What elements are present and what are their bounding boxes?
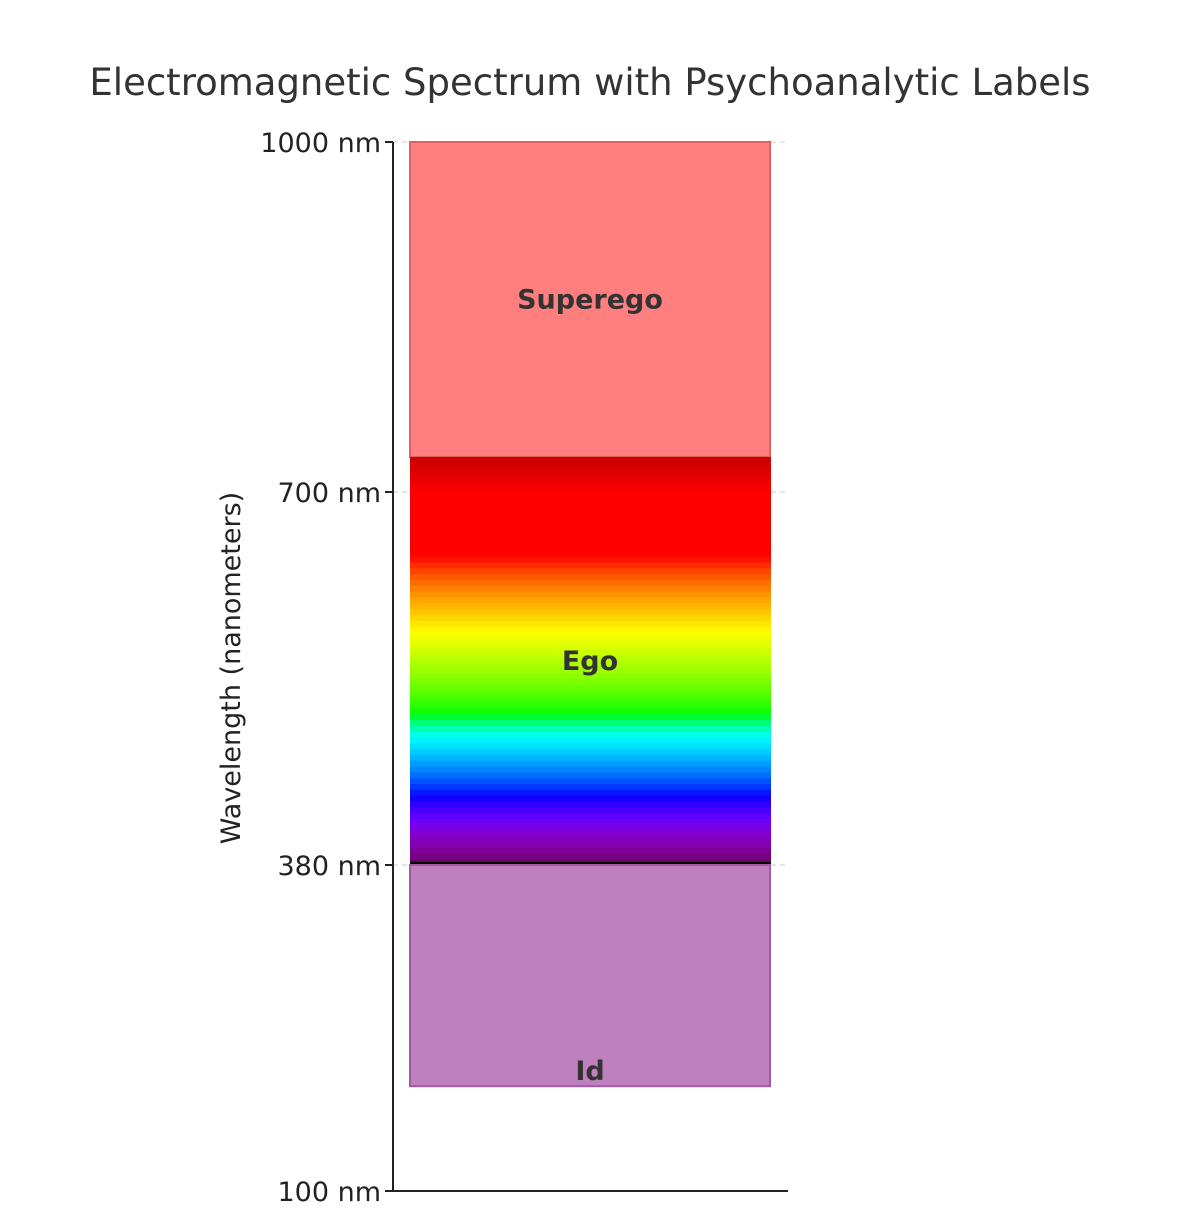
y-tick-label: 100 nm — [277, 1177, 381, 1208]
spectrum-stripe — [410, 806, 771, 814]
spectrum-stripe — [410, 830, 771, 837]
spectrum-stripe — [410, 544, 771, 551]
spectrum-stripe — [410, 538, 771, 546]
chart-title: Electromagnetic Spectrum with Psychoanal… — [89, 61, 1090, 104]
spectrum-stripe — [410, 701, 771, 709]
spectrum-stripe — [410, 707, 771, 715]
y-axis-label: Wavelength (nanometers) — [216, 492, 247, 844]
y-tick-label: 700 nm — [277, 478, 381, 509]
spectrum-stripe — [410, 777, 771, 784]
spectrum-stripe — [410, 602, 771, 610]
spectrum-stripe — [410, 730, 771, 738]
spectrum-stripe — [410, 480, 771, 487]
spectrum-stripe — [410, 835, 771, 843]
spectrum-stripe — [410, 503, 771, 511]
band-label: Id — [575, 1056, 604, 1087]
spectrum-stripe — [410, 754, 771, 761]
spectrum-stripe — [410, 474, 771, 481]
spectrum-stripe — [410, 841, 771, 849]
spectrum-stripe — [410, 532, 771, 540]
spectrum-stripe — [410, 655, 771, 662]
spectrum-stripe — [410, 719, 771, 726]
spectrum-stripe — [410, 853, 771, 860]
spectrum-stripe — [410, 684, 771, 691]
spectrum-stripe — [410, 468, 771, 476]
spectrum-stripe — [410, 678, 771, 685]
spectrum-stripe — [410, 812, 771, 819]
spectrum-stripe — [410, 486, 771, 493]
spectrum-stripe — [410, 556, 771, 563]
spectrum-stripe — [410, 515, 771, 522]
spectrum-stripe — [410, 509, 771, 516]
spectrum-stripe — [410, 497, 771, 505]
spectrum-stripe — [410, 457, 771, 464]
y-tick-label: 1000 nm — [260, 128, 381, 159]
spectrum-stripe — [410, 626, 771, 633]
spectrum-stripe — [410, 585, 771, 592]
spectrum-stripe — [410, 620, 771, 627]
spectrum-stripe — [410, 561, 771, 569]
spectrum-stripe — [410, 783, 771, 790]
spectrum-stripe — [410, 649, 771, 656]
band-label: Ego — [562, 646, 618, 677]
spectrum-stripe — [410, 666, 771, 674]
spectrum-stripe — [410, 818, 771, 825]
spectrum-stripe — [410, 795, 771, 802]
spectrum-stripe — [410, 713, 771, 720]
band-id: Id — [409, 864, 771, 1088]
spectrum-stripe — [410, 725, 771, 732]
band-superego: Superego — [409, 141, 771, 458]
band-rect — [409, 864, 771, 1088]
band-label: Superego — [517, 285, 663, 316]
spectrum-stripe — [410, 591, 771, 598]
spectrum-stripe — [410, 661, 771, 668]
axes — [392, 142, 788, 1192]
spectrum-stripe — [410, 672, 771, 680]
bands: Superego Ego Id — [409, 141, 771, 1088]
spectrum-stripe — [410, 608, 771, 615]
spectrum-stripe — [410, 643, 771, 650]
spectrum-edge — [410, 862, 771, 865]
spectrum-stripe — [410, 771, 771, 779]
spectrum-stripe — [410, 521, 771, 528]
spectrum-stripe — [410, 847, 771, 854]
spectrum-stripe — [410, 567, 771, 575]
band-ego: Ego — [410, 457, 771, 866]
spectrum-stripe — [410, 742, 771, 750]
spectrum-stripe — [410, 748, 771, 755]
spectrum-stripe — [410, 760, 771, 767]
y-tick-label: 380 nm — [277, 851, 381, 882]
spectrum-stripe — [410, 573, 771, 580]
spectrum-stripe — [410, 631, 771, 639]
spectrum-stripe — [410, 695, 771, 703]
spectrum-stripe — [410, 690, 771, 697]
spectrum-stripe — [410, 526, 771, 534]
spectrum-stripe — [410, 824, 771, 831]
band-rect — [409, 141, 771, 458]
spectrum-stripe — [410, 800, 771, 808]
spectrum-stripe — [410, 596, 771, 604]
spectrum-stripe — [410, 614, 771, 621]
spectrum-stripe — [410, 736, 771, 744]
spectrum-stripe — [410, 637, 771, 645]
spectrum-stripe — [410, 579, 771, 586]
spectrum-stripe — [410, 550, 771, 557]
y-ticks: 100 nm 380 nm 700 nm 1000 nm — [260, 128, 393, 1208]
spectrum-stripe — [410, 789, 771, 796]
spectrum-stripe — [410, 491, 771, 499]
spectrum-stripe — [410, 462, 771, 470]
spectrum-stripe — [410, 765, 771, 773]
